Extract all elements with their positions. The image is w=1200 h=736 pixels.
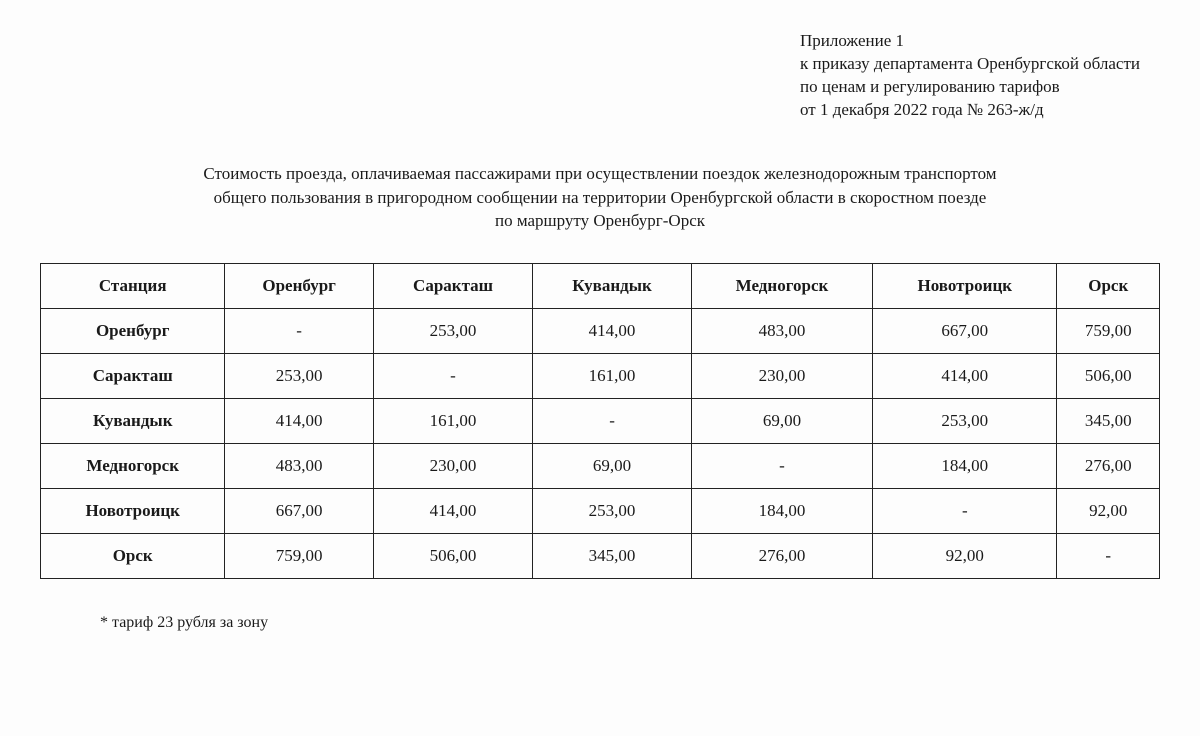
table-row-header: Кувандык	[41, 399, 225, 444]
table-cell: 253,00	[225, 354, 373, 399]
table-cell: 230,00	[373, 444, 532, 489]
table-cell: 253,00	[373, 309, 532, 354]
table-col-header: Кувандык	[533, 264, 692, 309]
table-row-header: Медногорск	[41, 444, 225, 489]
table-col-header: Медногорск	[691, 264, 872, 309]
table-cell: 253,00	[873, 399, 1057, 444]
table-cell: 759,00	[225, 534, 373, 579]
table-col-header: Саракташ	[373, 264, 532, 309]
table-cell: 483,00	[691, 309, 872, 354]
table-row-header: Оренбург	[41, 309, 225, 354]
table-cell: 276,00	[691, 534, 872, 579]
appendix-line: от 1 декабря 2022 года № 263-ж/д	[800, 99, 1160, 122]
table-cell: 483,00	[225, 444, 373, 489]
table-row-header: Саракташ	[41, 354, 225, 399]
table-row: Саракташ 253,00 - 161,00 230,00 414,00 5…	[41, 354, 1160, 399]
table-col-header: Оренбург	[225, 264, 373, 309]
table-cell: -	[873, 489, 1057, 534]
table-cell: -	[691, 444, 872, 489]
table-cell: 230,00	[691, 354, 872, 399]
table-row: Медногорск 483,00 230,00 69,00 - 184,00 …	[41, 444, 1160, 489]
footnote: * тариф 23 рубля за зону	[100, 614, 1160, 632]
table-cell: 345,00	[1057, 399, 1160, 444]
appendix-line: по ценам и регулированию тарифов	[800, 76, 1160, 99]
table-cell: 506,00	[1057, 354, 1160, 399]
table-cell: 414,00	[225, 399, 373, 444]
table-cell: 184,00	[873, 444, 1057, 489]
table-cell: 92,00	[873, 534, 1057, 579]
table-col-header: Орск	[1057, 264, 1160, 309]
table-cell: 253,00	[533, 489, 692, 534]
table-cell: 414,00	[373, 489, 532, 534]
document-page: Приложение 1 к приказу департамента Орен…	[0, 0, 1200, 652]
table-col-header: Новотроицк	[873, 264, 1057, 309]
table-cell: 414,00	[873, 354, 1057, 399]
table-cell: 161,00	[533, 354, 692, 399]
table-cell: -	[533, 399, 692, 444]
table-cell: 667,00	[225, 489, 373, 534]
table-row-header: Новотроицк	[41, 489, 225, 534]
table-cell: -	[373, 354, 532, 399]
table-row: Кувандык 414,00 161,00 - 69,00 253,00 34…	[41, 399, 1160, 444]
table-cell: 667,00	[873, 309, 1057, 354]
table-corner-cell: Станция	[41, 264, 225, 309]
appendix-line: к приказу департамента Оренбургской обла…	[800, 53, 1160, 76]
table-cell: 506,00	[373, 534, 532, 579]
table-cell: 414,00	[533, 309, 692, 354]
table-cell: 92,00	[1057, 489, 1160, 534]
table-row: Оренбург - 253,00 414,00 483,00 667,00 7…	[41, 309, 1160, 354]
table-header-row: Станция Оренбург Саракташ Кувандык Медно…	[41, 264, 1160, 309]
table-cell: 161,00	[373, 399, 532, 444]
appendix-line: Приложение 1	[800, 30, 1160, 53]
document-title: Стоимость проезда, оплачиваемая пассажир…	[40, 162, 1160, 233]
table-cell: -	[225, 309, 373, 354]
title-line: по маршруту Оренбург-Орск	[70, 209, 1130, 233]
title-line: общего пользования в пригородном сообщен…	[70, 186, 1130, 210]
table-cell: -	[1057, 534, 1160, 579]
appendix-header: Приложение 1 к приказу департамента Орен…	[800, 30, 1160, 122]
table-cell: 759,00	[1057, 309, 1160, 354]
table-cell: 184,00	[691, 489, 872, 534]
table-row-header: Орск	[41, 534, 225, 579]
table-cell: 69,00	[691, 399, 872, 444]
title-line: Стоимость проезда, оплачиваемая пассажир…	[70, 162, 1130, 186]
table-cell: 345,00	[533, 534, 692, 579]
table-cell: 276,00	[1057, 444, 1160, 489]
table-cell: 69,00	[533, 444, 692, 489]
table-row: Новотроицк 667,00 414,00 253,00 184,00 -…	[41, 489, 1160, 534]
fare-table: Станция Оренбург Саракташ Кувандык Медно…	[40, 263, 1160, 579]
table-row: Орск 759,00 506,00 345,00 276,00 92,00 -	[41, 534, 1160, 579]
